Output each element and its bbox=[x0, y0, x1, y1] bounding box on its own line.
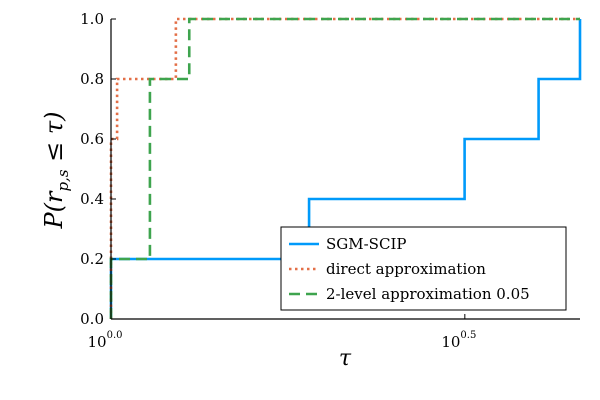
x-tick-exponent: 0.5 bbox=[460, 330, 476, 341]
y-tick-label: 0.8 bbox=[80, 70, 104, 88]
legend-label-3: 2-level approximation 0.05 bbox=[326, 285, 530, 303]
x-tick-exponent: 0.0 bbox=[107, 330, 123, 341]
legend-box bbox=[280, 226, 567, 311]
series-line-1 bbox=[109, 19, 582, 319]
y-tick-label: 0.2 bbox=[80, 250, 104, 268]
legend: SGM-SCIP direct approximation 2-level appr… bbox=[280, 226, 567, 311]
y-tick-label: 0.4 bbox=[80, 190, 104, 208]
y-axis-label: P(rp,s ≤ τ) bbox=[40, 111, 72, 229]
axes-layer bbox=[110, 19, 580, 320]
x-tick-label: 100.5 bbox=[441, 330, 476, 351]
x-tick-label: 100.0 bbox=[88, 330, 123, 351]
legend-label-1: SGM-SCIP bbox=[326, 235, 406, 253]
y-axis-label-subscript: p,s bbox=[54, 169, 72, 191]
y-tick-label: 0.6 bbox=[80, 130, 104, 148]
y-tick-label: 1.0 bbox=[80, 10, 104, 28]
y-tick-label: 0.0 bbox=[80, 310, 104, 328]
x-axis-label: τ bbox=[339, 346, 352, 371]
ticks-layer: 0.0 0.2 0.4 0.6 0.8 1.0 100.0 100.5 bbox=[80, 10, 476, 351]
legend-label-2: direct approximation bbox=[326, 260, 486, 278]
